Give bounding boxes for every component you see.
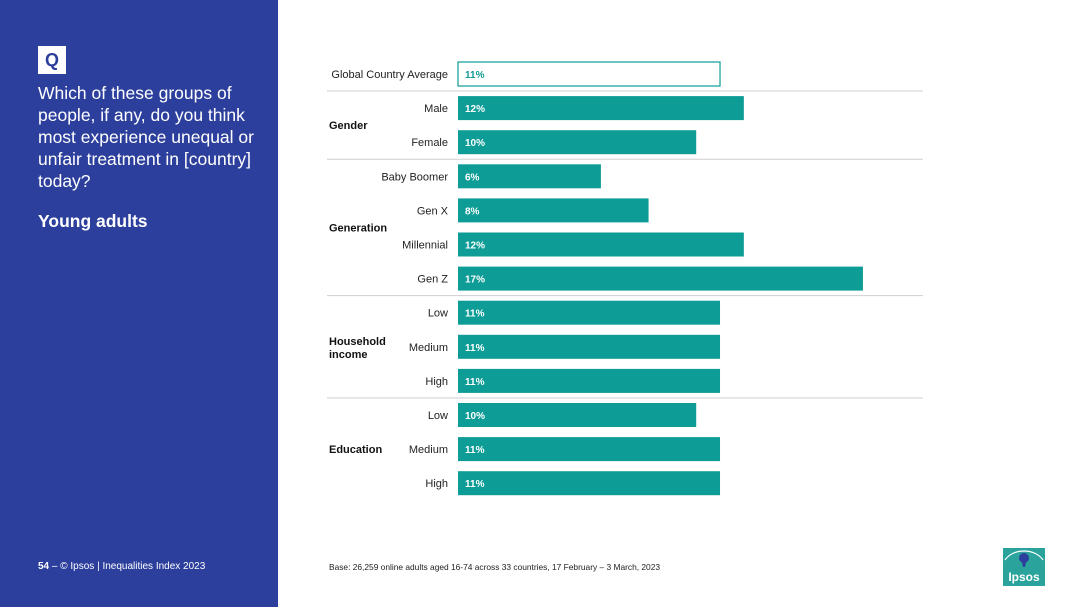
logo-arc — [1004, 550, 1044, 561]
bar — [458, 232, 744, 257]
category-label: High — [425, 478, 448, 490]
data-label: 11% — [465, 309, 485, 320]
bar — [458, 130, 697, 155]
bar — [458, 403, 697, 427]
data-label: 11% — [465, 377, 485, 388]
bar — [458, 368, 721, 393]
bar — [458, 164, 601, 189]
category-label: Millennial — [402, 240, 448, 252]
data-label: 17% — [465, 275, 485, 286]
category-label: Gen X — [417, 205, 449, 217]
category-label: High — [425, 376, 448, 388]
category-label: Medium — [409, 444, 448, 456]
data-label: 10% — [465, 138, 485, 149]
logo-text: Ipsos — [1008, 570, 1040, 584]
category-label: Male — [424, 103, 448, 115]
bar — [458, 96, 744, 121]
data-label: 12% — [465, 241, 485, 252]
bar — [458, 437, 721, 462]
category-label: Global Country Average — [331, 69, 448, 81]
subtitle: Young adults — [38, 211, 148, 231]
group-label: Household income — [329, 336, 386, 361]
footer: 54 – © Ipsos | Inequalities Index 2023 — [38, 561, 205, 572]
bar — [458, 198, 649, 223]
data-label: 12% — [465, 104, 485, 115]
question-text: Which of these groups of people, if any,… — [38, 83, 254, 191]
data-label: 8% — [465, 206, 480, 217]
bar — [458, 300, 721, 325]
data-label: 11% — [465, 479, 485, 490]
group-label: Education — [329, 444, 382, 456]
logo-stem — [1021, 558, 1027, 567]
bar — [457, 61, 721, 87]
bar — [458, 471, 721, 496]
group-label: Gender — [329, 120, 368, 132]
base-note: Base: 26,259 online adults aged 16-74 ac… — [329, 562, 661, 572]
sidebar: Q Which of these groups of people, if an… — [0, 0, 278, 607]
data-label: 11% — [465, 70, 485, 81]
footer-text: – © Ipsos | Inequalities Index 2023 — [51, 561, 206, 572]
group-label: Generation — [329, 222, 387, 234]
data-label: 11% — [465, 445, 485, 456]
bar — [458, 266, 863, 291]
category-label: Baby Boomer — [381, 171, 448, 183]
category-label: Medium — [409, 342, 448, 354]
data-label: 11% — [465, 343, 485, 354]
bar — [458, 334, 721, 359]
page-number: 54 — [38, 561, 50, 572]
category-label: Low — [428, 308, 448, 320]
data-label: 10% — [465, 411, 485, 422]
ipsos-logo: Ipsos — [1003, 548, 1045, 586]
category-label: Low — [428, 410, 448, 422]
data-label: 6% — [465, 172, 480, 183]
category-label: Female — [411, 137, 448, 149]
category-label: Gen Z — [417, 274, 448, 286]
question-badge: Q — [38, 46, 66, 74]
